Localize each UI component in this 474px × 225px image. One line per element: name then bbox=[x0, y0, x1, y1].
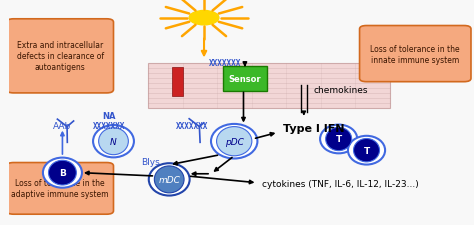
Text: mDC: mDC bbox=[158, 175, 180, 184]
Text: B: B bbox=[59, 168, 66, 177]
Text: XXXXXXX: XXXXXXX bbox=[209, 59, 241, 68]
Text: cytokines (TNF, IL-6, IL-12, IL-23...): cytokines (TNF, IL-6, IL-12, IL-23...) bbox=[262, 180, 419, 189]
Text: XXXXXXX: XXXXXXX bbox=[176, 122, 209, 130]
Ellipse shape bbox=[43, 158, 82, 188]
Text: Blys: Blys bbox=[141, 157, 160, 166]
Ellipse shape bbox=[348, 136, 385, 165]
Text: pDC: pDC bbox=[225, 137, 244, 146]
Ellipse shape bbox=[354, 139, 380, 162]
Text: chemokines: chemokines bbox=[313, 86, 368, 95]
Text: Loss of tolerance in the
innate immune system: Loss of tolerance in the innate immune s… bbox=[371, 44, 460, 64]
Ellipse shape bbox=[99, 128, 128, 155]
Ellipse shape bbox=[48, 161, 76, 185]
Text: N: N bbox=[110, 137, 117, 146]
Ellipse shape bbox=[93, 126, 134, 158]
Text: T: T bbox=[336, 135, 342, 144]
Text: Extra and intracellular
defects in clearance of
autoantigens: Extra and intracellular defects in clear… bbox=[17, 41, 104, 72]
Ellipse shape bbox=[155, 166, 184, 193]
Ellipse shape bbox=[149, 164, 190, 196]
Ellipse shape bbox=[217, 127, 252, 156]
FancyBboxPatch shape bbox=[148, 63, 390, 108]
Text: Sensor: Sensor bbox=[228, 74, 261, 83]
Ellipse shape bbox=[326, 128, 352, 151]
Text: T: T bbox=[364, 146, 370, 155]
Text: XXXXXXX: XXXXXXX bbox=[92, 122, 125, 130]
FancyBboxPatch shape bbox=[7, 163, 113, 214]
FancyBboxPatch shape bbox=[223, 67, 267, 91]
Circle shape bbox=[189, 11, 219, 26]
FancyBboxPatch shape bbox=[7, 20, 113, 94]
Ellipse shape bbox=[320, 125, 357, 154]
Text: AAb: AAb bbox=[53, 122, 72, 130]
Text: Loss of tolerance in the
adaptive immune system: Loss of tolerance in the adaptive immune… bbox=[11, 178, 109, 198]
Bar bbox=[173, 68, 182, 97]
FancyBboxPatch shape bbox=[360, 26, 471, 82]
Text: Type I IFN: Type I IFN bbox=[283, 123, 345, 133]
Text: NA: NA bbox=[102, 111, 116, 120]
Ellipse shape bbox=[211, 124, 257, 159]
